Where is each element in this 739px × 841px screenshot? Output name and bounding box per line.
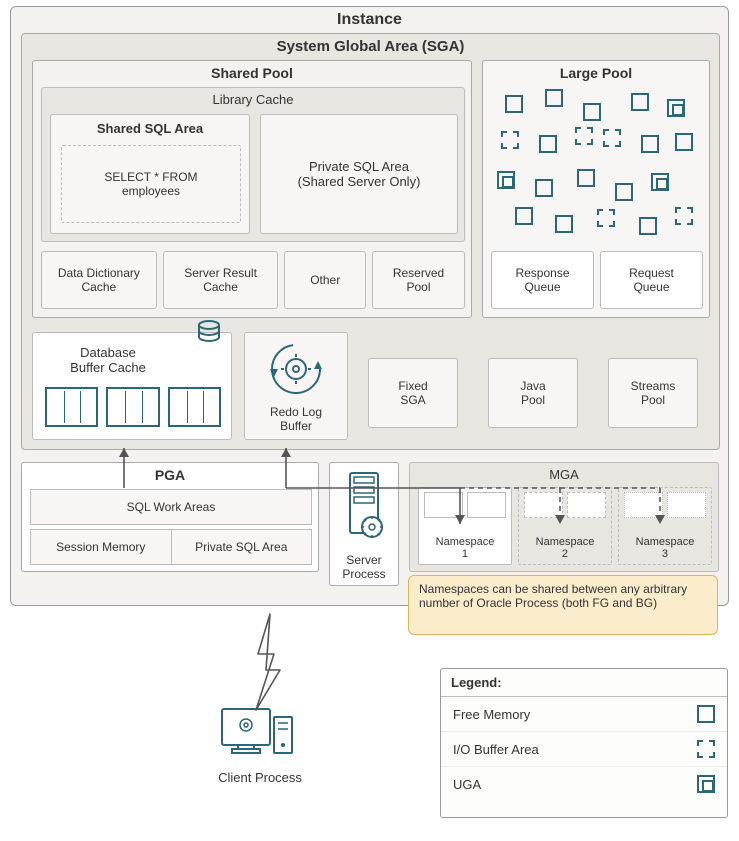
diagram-canvas: Instance System Global Area (SGA) Shared… <box>0 0 739 841</box>
shared-pool-row: Data DictionaryCache Server ResultCache … <box>41 251 465 309</box>
memory-square-free <box>539 135 557 153</box>
library-cache-box: Library Cache Shared SQL Area SELECT * F… <box>41 87 465 242</box>
legend-row: Free Memory <box>441 697 727 732</box>
library-cache-title: Library Cache <box>42 92 464 107</box>
redo-icon <box>268 341 324 397</box>
sga-box: System Global Area (SGA) Shared Pool Lib… <box>21 33 720 450</box>
pga-row: Session Memory Private SQL Area <box>30 529 312 565</box>
memory-square-io <box>603 129 621 147</box>
instance-box: Instance System Global Area (SGA) Shared… <box>10 6 729 606</box>
legend-box: Legend: Free MemoryI/O Buffer AreaUGA <box>440 668 728 818</box>
large-pool-scatter <box>491 87 703 245</box>
memory-square-free <box>555 215 573 233</box>
memory-square-uga <box>667 99 685 117</box>
shared-sql-area-box: Shared SQL Area SELECT * FROMemployees <box>50 114 250 234</box>
memory-square-uga <box>651 173 669 191</box>
memory-square-free <box>535 179 553 197</box>
private-sql-area-box: Private SQL Area(Shared Server Only) <box>260 114 458 234</box>
client-process-label: Client Process <box>200 770 320 785</box>
request-queue: RequestQueue <box>600 251 703 309</box>
pga-box: PGA SQL Work Areas Session Memory Privat… <box>21 462 319 572</box>
streams-pool-box: StreamsPool <box>608 358 698 428</box>
namespace-box: Namespace3 <box>618 487 712 565</box>
db-buffer-cache-box: DatabaseBuffer Cache <box>32 332 232 440</box>
legend-title: Legend: <box>441 669 727 697</box>
large-pool-row: ResponseQueue RequestQueue <box>491 251 703 309</box>
redo-label: Redo LogBuffer <box>270 405 322 433</box>
legend-rows: Free MemoryI/O Buffer AreaUGA <box>441 697 727 801</box>
server-process-box: ServerProcess <box>329 462 399 586</box>
namespace-box: Namespace1 <box>418 487 512 565</box>
response-queue: ResponseQueue <box>491 251 594 309</box>
other-pool: Other <box>284 251 366 309</box>
memory-square-free <box>583 103 601 121</box>
sql-work-areas: SQL Work Areas <box>30 489 312 525</box>
fixed-sga-box: FixedSGA <box>368 358 458 428</box>
server-process-label: ServerProcess <box>342 553 385 581</box>
memory-square-free <box>639 217 657 235</box>
disk-shelf-icon <box>45 387 221 427</box>
client-monitor-icon <box>218 705 298 765</box>
memory-square-free <box>641 135 659 153</box>
redo-log-buffer-box: Redo LogBuffer <box>244 332 348 440</box>
shared-sql-area-title: Shared SQL Area <box>51 121 249 136</box>
database-icon <box>195 319 223 347</box>
memory-square-free <box>515 207 533 225</box>
private-sql-area-pga: Private SQL Area <box>171 529 313 565</box>
instance-title: Instance <box>11 11 728 29</box>
memory-square-io <box>675 207 693 225</box>
server-icon <box>344 471 384 547</box>
memory-square-free <box>675 133 693 151</box>
memory-square-free <box>631 93 649 111</box>
namespace-note: Namespaces can be shared between any arb… <box>408 575 718 635</box>
sql-query-box: SELECT * FROMemployees <box>61 145 241 223</box>
memory-square-free <box>577 169 595 187</box>
mga-title: MGA <box>410 467 718 482</box>
db-buffer-title: DatabaseBuffer Cache <box>43 345 173 375</box>
memory-square-io <box>597 209 615 227</box>
large-pool-box: Large Pool ResponseQueue RequestQueue <box>482 60 710 318</box>
java-pool-box: JavaPool <box>488 358 578 428</box>
memory-square-uga <box>497 171 515 189</box>
mga-box: MGA Namespace1Namespace2Namespace3 <box>409 462 719 572</box>
sga-title: System Global Area (SGA) <box>22 38 719 55</box>
shared-pool-title: Shared Pool <box>33 65 471 81</box>
shared-pool-box: Shared Pool Library Cache Shared SQL Are… <box>32 60 472 318</box>
data-dictionary-cache: Data DictionaryCache <box>41 251 157 309</box>
memory-square-free <box>615 183 633 201</box>
server-result-cache: Server ResultCache <box>163 251 279 309</box>
reserved-pool: ReservedPool <box>372 251 465 309</box>
memory-square-free <box>545 89 563 107</box>
memory-square-io <box>575 127 593 145</box>
legend-row: UGA <box>441 767 727 801</box>
namespace-box: Namespace2 <box>518 487 612 565</box>
session-memory: Session Memory <box>30 529 171 565</box>
memory-square-free <box>505 95 523 113</box>
memory-square-io <box>501 131 519 149</box>
legend-row: I/O Buffer Area <box>441 732 727 767</box>
large-pool-title: Large Pool <box>483 65 709 81</box>
pga-title: PGA <box>22 467 318 483</box>
